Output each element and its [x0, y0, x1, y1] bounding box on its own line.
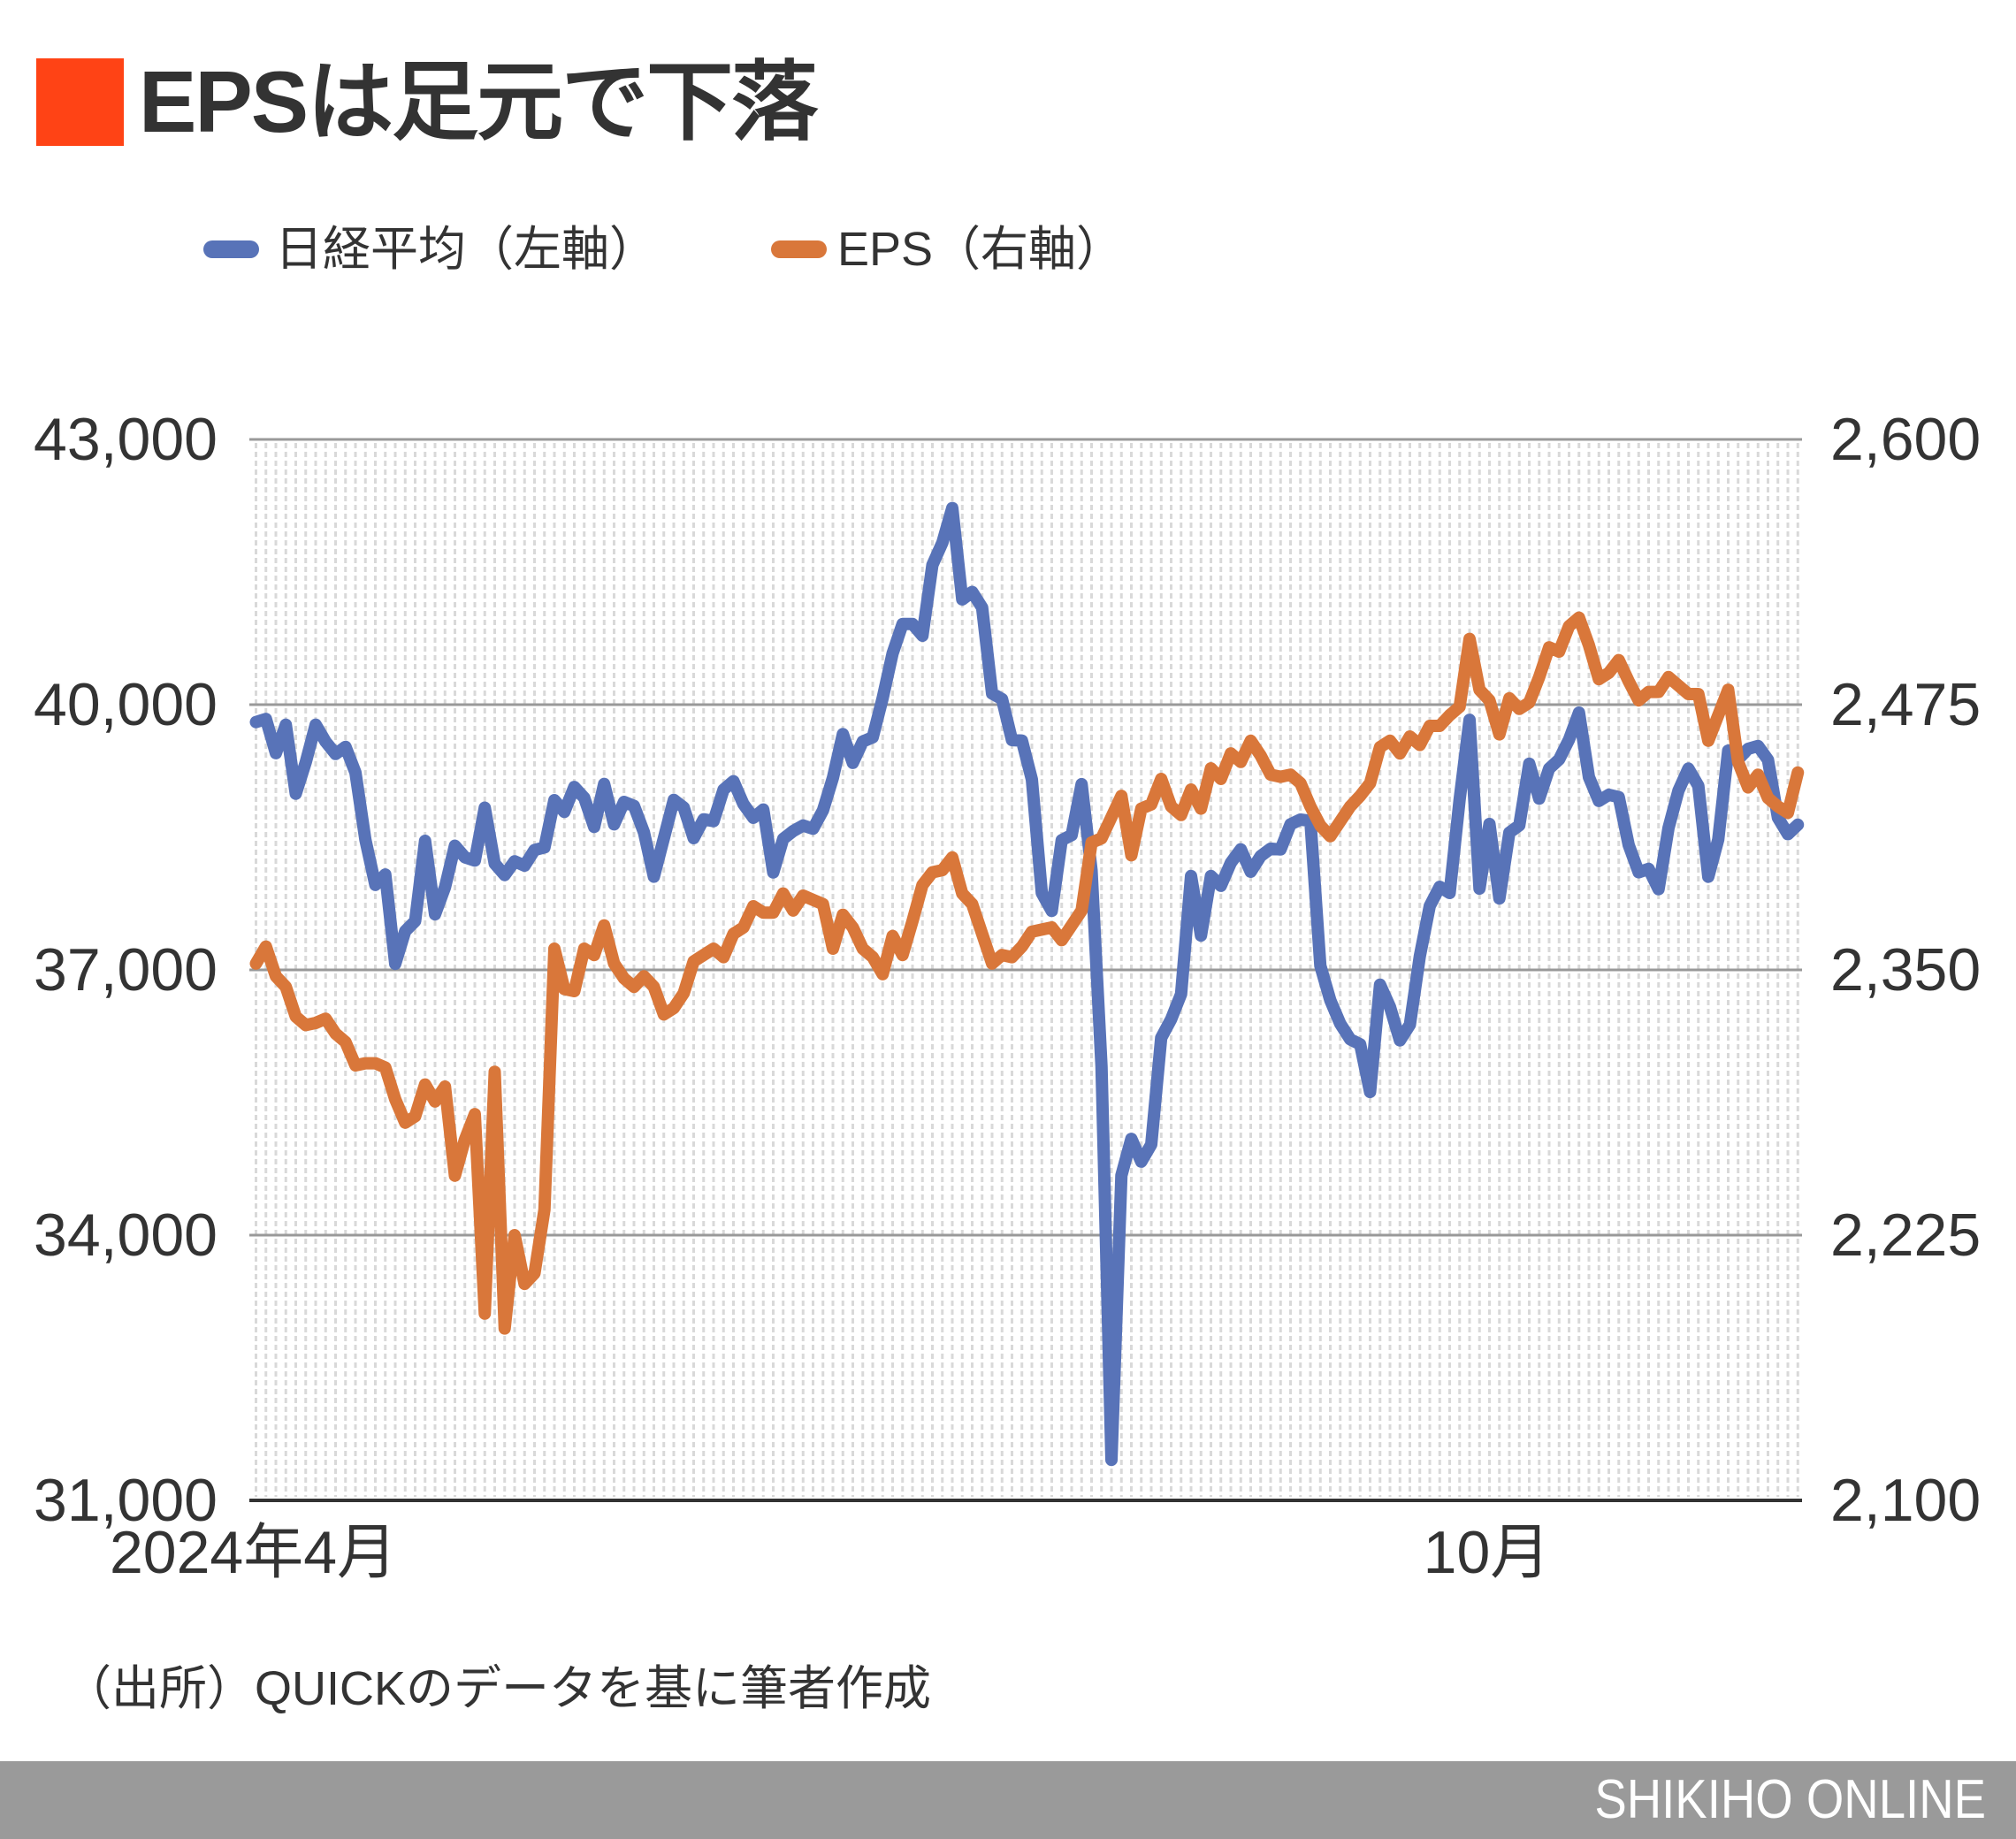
source-note: （出所）QUICKのデータを基に筆者作成	[64, 1662, 932, 1715]
legend-swatch-eps-icon	[771, 240, 827, 258]
left-y-tick-label: 40,000	[34, 671, 218, 738]
legend-label-nikkei: 日経平均（左軸）	[275, 223, 657, 276]
x-tick-label: 10月	[1423, 1519, 1551, 1586]
right-y-tick-label: 2,350	[1830, 936, 1982, 1003]
eps-line	[249, 611, 1805, 1335]
x-tick-label: 2024年4月	[109, 1519, 398, 1586]
vertical-gridlines	[255, 443, 1799, 1497]
right-y-tick-label: 2,600	[1830, 406, 1982, 473]
right-y-tick-label: 2,475	[1830, 671, 1982, 738]
nikkei-average-line	[249, 501, 1805, 1467]
right-y-tick-label: 2,225	[1830, 1202, 1982, 1269]
left-y-tick-label: 34,000	[34, 1202, 218, 1269]
title-marker-square	[36, 58, 124, 146]
horizontal-gridlines	[249, 438, 1802, 1502]
footer-bar: SHIKIHO ONLINE	[0, 1761, 2016, 1839]
legend-label-eps: EPS（右軸）	[837, 223, 1125, 276]
left-y-tick-label: 43,000	[34, 406, 218, 473]
chart-title: EPSは足元で下落	[139, 53, 818, 150]
footer-brand-logo: SHIKIHO ONLINE	[1594, 1769, 1986, 1830]
left-y-tick-label: 31,000	[34, 1467, 218, 1534]
right-y-tick-label: 2,100	[1830, 1467, 1982, 1534]
left-y-tick-label: 37,000	[34, 936, 218, 1003]
legend-swatch-nikkei-icon	[203, 240, 259, 258]
